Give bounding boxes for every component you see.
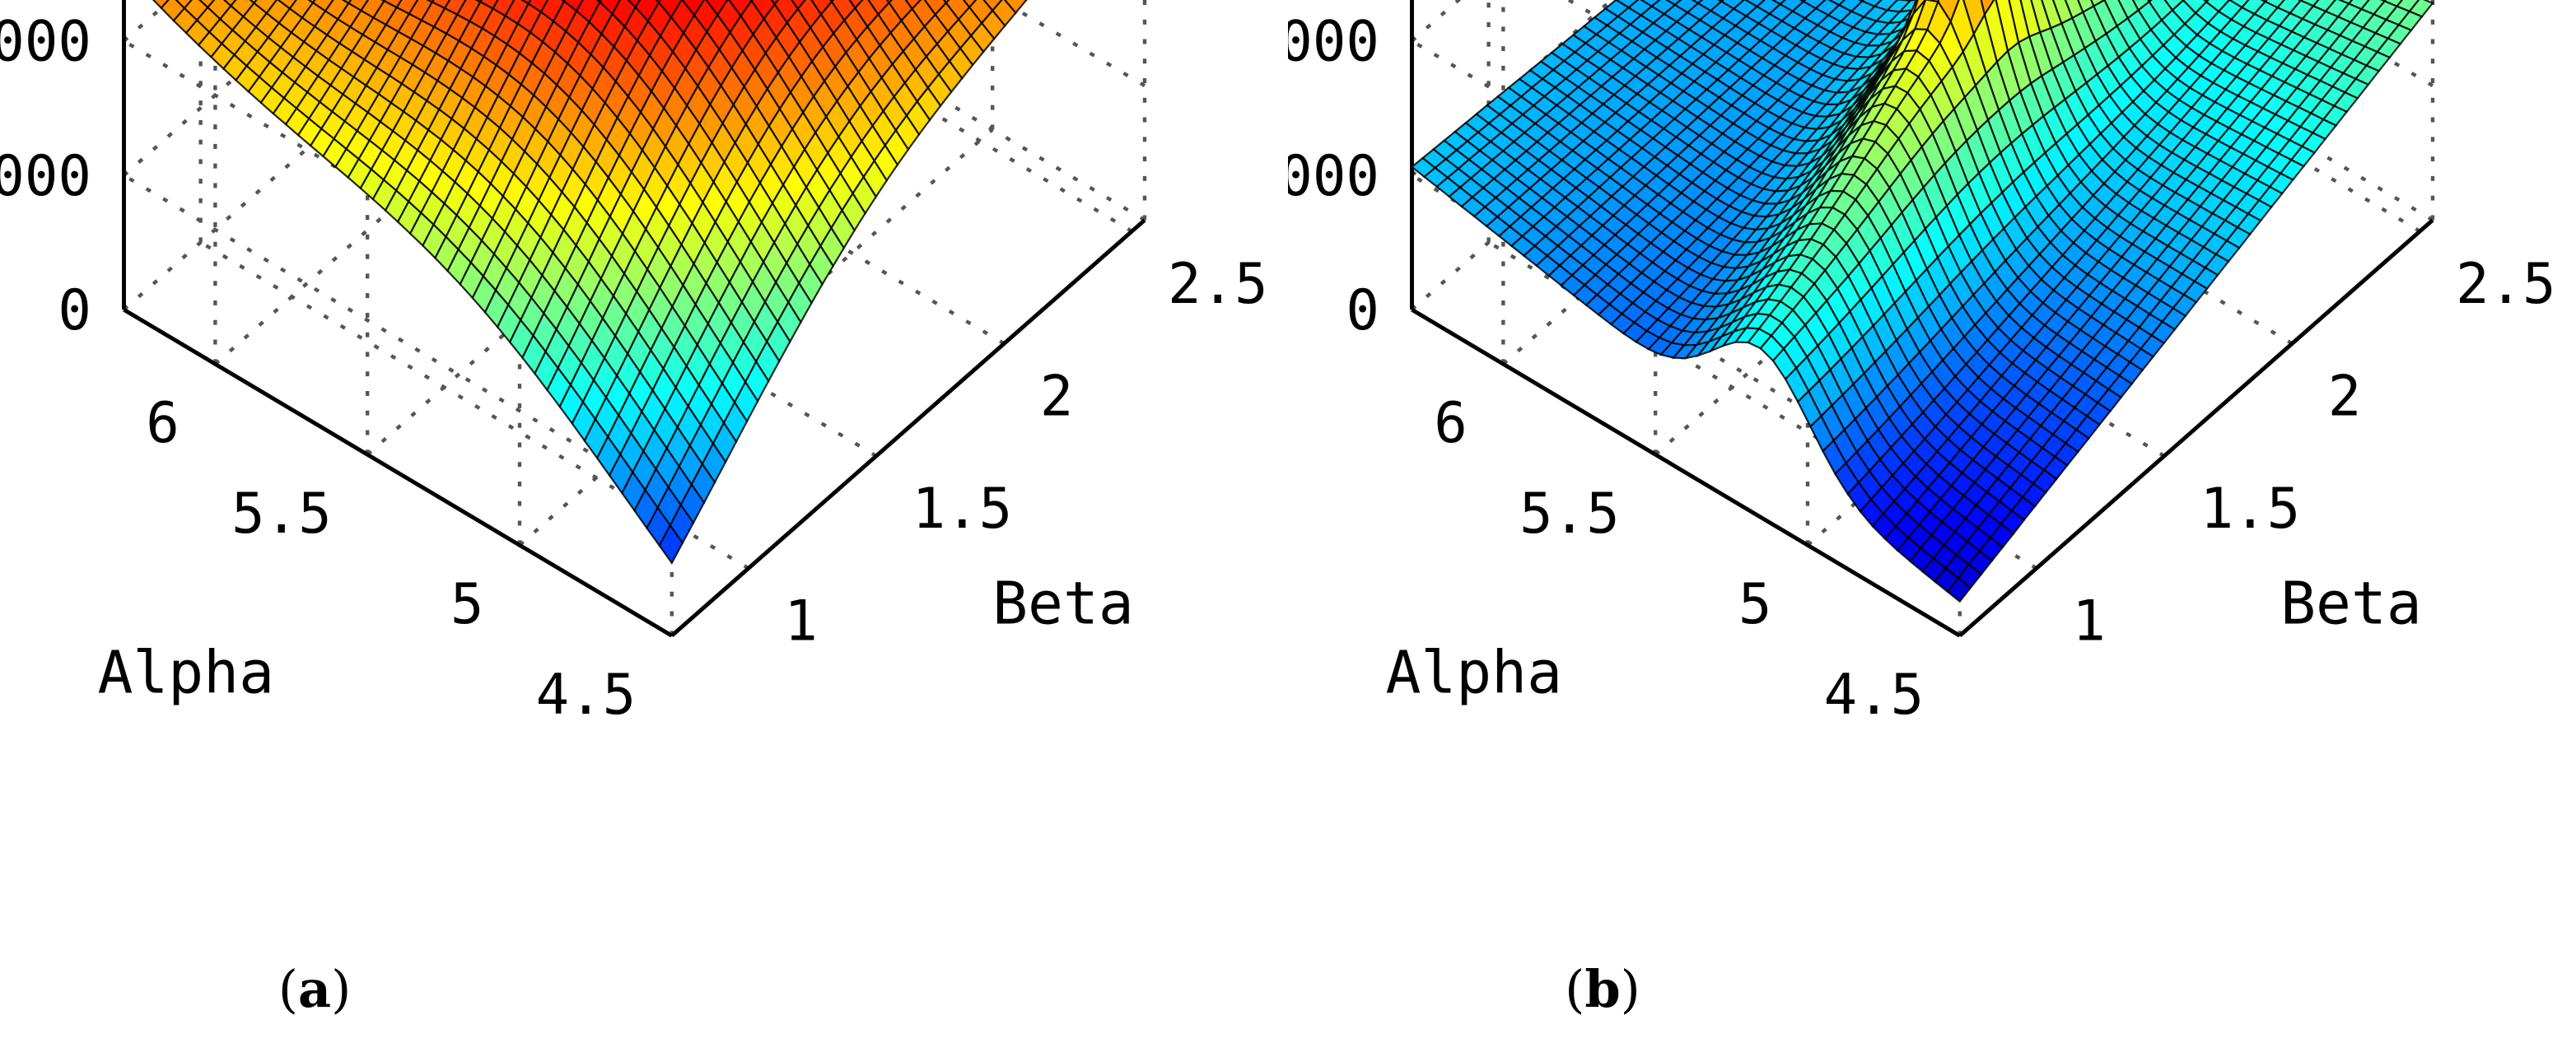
z-tick-label: 2000 <box>0 10 91 74</box>
beta-tick-label: 1.5 <box>2200 477 2301 541</box>
alpha-tick-label: 4.5 <box>1824 663 1925 727</box>
alpha-axis <box>1411 308 1962 638</box>
alpha-axis-label: Alpha <box>97 639 274 707</box>
beta-axis <box>670 218 1146 638</box>
beta-tick-label: 2.5 <box>1168 252 1268 316</box>
axes <box>1410 0 2434 638</box>
chart-panel-b: ✱✱01000200030004.555.5611.522.5AlphaBeta… <box>1288 0 2576 1043</box>
caption-a: (a) <box>278 959 352 1019</box>
caption-a-letter: a <box>297 959 332 1019</box>
alpha-tick-label: 5 <box>450 572 484 636</box>
chart-panel-a: ✱✱01000200030004.555.5611.522.5AlphaBeta… <box>0 0 1268 1019</box>
beta-axis <box>1958 218 2434 638</box>
z-tick-label: 0 <box>1346 278 1379 342</box>
z-tick-label: 1000 <box>1288 144 1379 208</box>
surface-mesh <box>1410 0 2434 603</box>
z-tick-label: 1000 <box>0 144 91 208</box>
beta-axis-label: Beta <box>2280 569 2422 637</box>
axes <box>122 0 1146 638</box>
alpha-tick-label: 4.5 <box>536 663 637 727</box>
beta-tick-label: 1 <box>784 589 818 653</box>
alpha-axis <box>123 308 674 638</box>
caption-b-letter: b <box>1584 959 1621 1019</box>
alpha-axis-label: Alpha <box>1385 639 1562 707</box>
caption-b: (b) <box>1565 959 1640 1019</box>
beta-tick-label: 1.5 <box>912 477 1013 541</box>
alpha-tick-label: 6 <box>1434 391 1468 455</box>
beta-tick-label: 2.5 <box>2456 252 2556 316</box>
beta-tick-label: 1 <box>2072 589 2106 653</box>
surface-mesh <box>152 0 1028 565</box>
alpha-tick-label: 5 <box>1738 572 1772 636</box>
beta-tick-label: 2 <box>2328 365 2362 429</box>
alpha-tick-label: 5.5 <box>231 482 332 546</box>
alpha-tick-label: 6 <box>146 391 180 455</box>
z-tick-label: 0 <box>58 278 91 342</box>
z-tick-label: 2000 <box>1288 10 1379 74</box>
alpha-tick-label: 5.5 <box>1519 482 1620 546</box>
beta-tick-label: 2 <box>1040 365 1074 429</box>
beta-axis-label: Beta <box>992 569 1134 637</box>
